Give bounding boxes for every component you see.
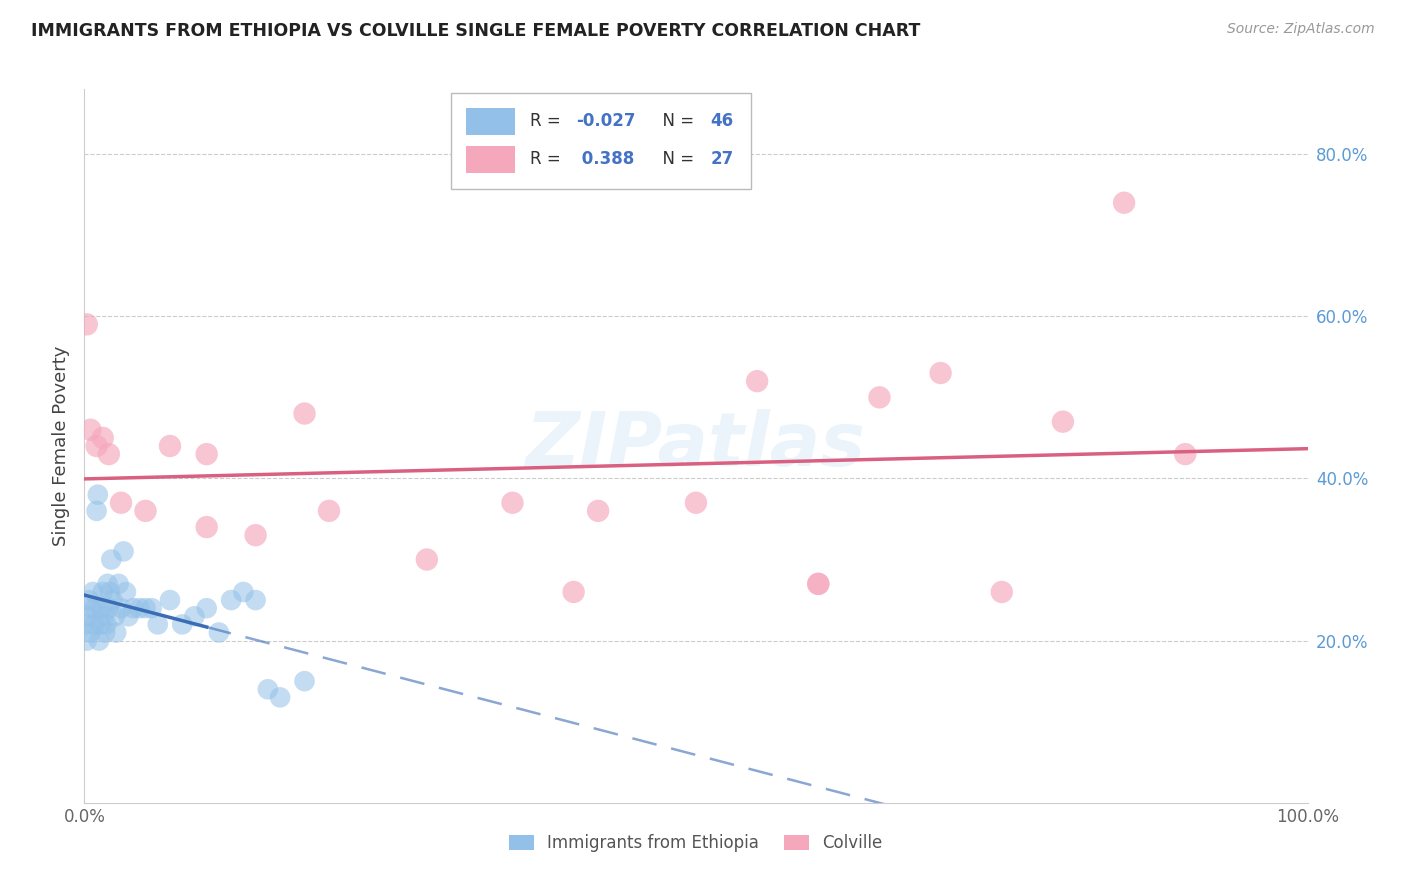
Point — [79, 625, 101, 640]
Point — [86, 439, 108, 453]
Point — [807, 577, 830, 591]
Point — [135, 601, 157, 615]
Point — [159, 439, 181, 453]
Point — [586, 504, 609, 518]
Text: R =: R = — [530, 112, 565, 130]
Point — [807, 577, 830, 591]
Point — [135, 504, 157, 518]
Point — [869, 390, 891, 404]
Point — [128, 601, 150, 615]
Point — [107, 577, 129, 591]
Point — [257, 682, 280, 697]
Text: IMMIGRANTS FROM ETHIOPIA VS COLVILLE SINGLE FEMALE POVERTY CORRELATION CHART: IMMIGRANTS FROM ETHIOPIA VS COLVILLE SIN… — [31, 22, 921, 40]
Point — [77, 609, 100, 624]
Text: R =: R = — [530, 150, 571, 168]
Point — [929, 366, 952, 380]
Point — [685, 496, 707, 510]
Point — [195, 447, 218, 461]
Point — [91, 431, 114, 445]
Point — [76, 633, 98, 648]
Text: ZIPatlas: ZIPatlas — [526, 409, 866, 483]
Point — [245, 593, 267, 607]
Point — [112, 544, 135, 558]
Y-axis label: Single Female Poverty: Single Female Poverty — [52, 346, 70, 546]
FancyBboxPatch shape — [451, 93, 751, 189]
Point — [89, 617, 111, 632]
Point — [502, 496, 524, 510]
Point — [75, 617, 97, 632]
Text: 46: 46 — [710, 112, 734, 130]
Point — [141, 601, 163, 615]
Point — [86, 504, 108, 518]
Point — [87, 633, 110, 648]
Point — [172, 617, 194, 632]
Point — [76, 318, 98, 332]
Point — [105, 625, 128, 640]
Point — [122, 601, 145, 615]
Point — [294, 674, 316, 689]
Point — [98, 585, 121, 599]
Point — [269, 690, 291, 705]
Point — [90, 601, 112, 615]
Point — [87, 488, 110, 502]
FancyBboxPatch shape — [465, 108, 515, 135]
Point — [93, 609, 115, 624]
Point — [318, 504, 340, 518]
Point — [110, 496, 132, 510]
Point — [1052, 415, 1074, 429]
Point — [1174, 447, 1197, 461]
Point — [195, 520, 218, 534]
Point — [80, 601, 103, 615]
Point — [991, 585, 1014, 599]
Point — [79, 423, 101, 437]
Point — [562, 585, 585, 599]
Text: N =: N = — [652, 112, 699, 130]
Point — [747, 374, 769, 388]
Point — [1114, 195, 1136, 210]
FancyBboxPatch shape — [465, 145, 515, 173]
Point — [183, 609, 205, 624]
Point — [97, 447, 120, 461]
Point — [245, 528, 267, 542]
Point — [77, 593, 100, 607]
Point — [97, 601, 120, 615]
Text: 27: 27 — [710, 150, 734, 168]
Text: -0.027: -0.027 — [576, 112, 636, 130]
Point — [146, 617, 169, 632]
Point — [117, 609, 139, 624]
Point — [96, 617, 118, 632]
Point — [294, 407, 316, 421]
Point — [159, 593, 181, 607]
Point — [115, 585, 138, 599]
Point — [232, 585, 254, 599]
Text: 0.388: 0.388 — [576, 150, 634, 168]
Point — [110, 601, 132, 615]
Point — [416, 552, 439, 566]
Point — [208, 625, 231, 640]
Point — [91, 585, 114, 599]
Legend: Immigrants from Ethiopia, Colville: Immigrants from Ethiopia, Colville — [502, 828, 890, 859]
Point — [97, 577, 120, 591]
Point — [82, 585, 104, 599]
Point — [100, 552, 122, 566]
Point — [195, 601, 218, 615]
Point — [84, 601, 107, 615]
Text: N =: N = — [652, 150, 699, 168]
Point — [101, 593, 124, 607]
Point — [219, 593, 242, 607]
Text: Source: ZipAtlas.com: Source: ZipAtlas.com — [1227, 22, 1375, 37]
Point — [83, 617, 105, 632]
Point — [104, 609, 127, 624]
Point — [94, 625, 117, 640]
